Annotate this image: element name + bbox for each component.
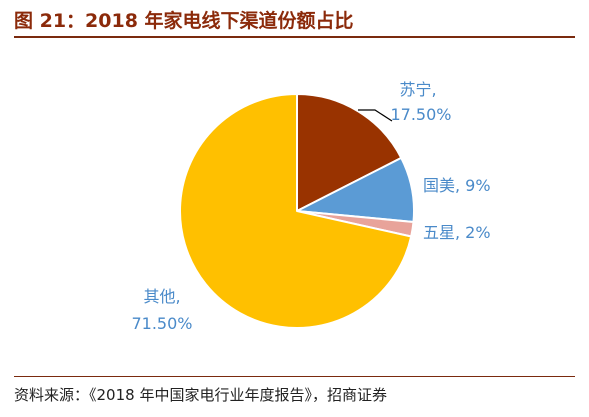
- label-wuxing: 五星, 2%: [423, 223, 491, 242]
- leader-line-suning: [358, 109, 393, 122]
- label-qita-value: 71.50%: [131, 314, 192, 333]
- figure-title: 图 21：2018 年家电线下渠道份额占比: [14, 10, 354, 32]
- label-suning-value: 17.50%: [390, 105, 451, 124]
- label-qita-name: 其他,: [143, 287, 180, 306]
- top-divider: [14, 36, 575, 38]
- bottom-divider: [14, 376, 575, 377]
- label-suning-name: 苏宁,: [399, 80, 436, 99]
- label-guomei: 国美, 9%: [423, 176, 491, 195]
- pie-slices: [179, 93, 415, 329]
- source-note: 资料来源：《2018 年中国家电行业年度报告》，招商证券: [14, 386, 387, 404]
- pie-slice-0: [296, 93, 403, 212]
- pie-slice-3: [179, 93, 413, 329]
